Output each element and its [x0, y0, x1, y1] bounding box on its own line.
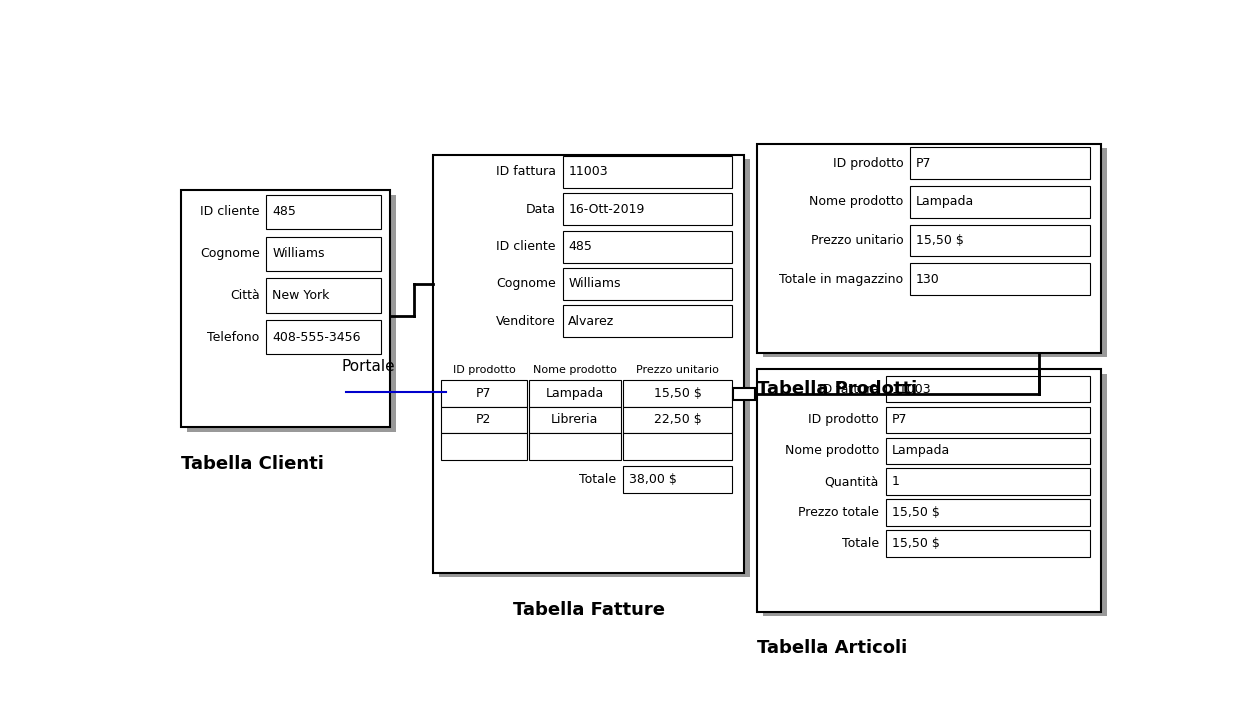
Bar [529, 380, 620, 407]
Text: Lampada: Lampada [892, 444, 950, 458]
Text: Tabella Articoli: Tabella Articoli [757, 639, 907, 657]
Text: Telefono: Telefono [207, 331, 259, 344]
Bar [529, 407, 620, 433]
Bar [886, 438, 1090, 464]
Bar [910, 263, 1090, 295]
Text: Venditore: Venditore [496, 315, 556, 328]
Bar [886, 407, 1090, 433]
Bar [267, 320, 381, 355]
Bar [623, 407, 733, 433]
Text: 15,50 $: 15,50 $ [892, 537, 940, 550]
Text: Lampada: Lampada [545, 387, 604, 400]
Bar [563, 231, 733, 262]
Text: Tabella Fatture: Tabella Fatture [512, 601, 665, 618]
Text: Nome prodotto: Nome prodotto [533, 365, 616, 375]
Text: ID cliente: ID cliente [200, 205, 259, 218]
Text: Williams: Williams [272, 247, 325, 260]
Bar [563, 268, 733, 300]
Text: Nome prodotto: Nome prodotto [784, 444, 880, 458]
Text: 11003: 11003 [569, 165, 608, 178]
Text: Tabella Prodotti: Tabella Prodotti [757, 380, 917, 398]
Bar [267, 237, 381, 271]
Text: ID prodotto: ID prodotto [833, 157, 903, 170]
Bar [910, 147, 1090, 179]
Text: P2: P2 [476, 413, 491, 426]
Text: ID prodotto: ID prodotto [452, 365, 515, 375]
Text: 1: 1 [892, 475, 900, 488]
Bar [563, 305, 733, 337]
Bar [440, 159, 751, 578]
Bar [529, 433, 620, 460]
Text: Prezzo unitario: Prezzo unitario [637, 365, 719, 375]
Text: P7: P7 [476, 387, 491, 400]
Text: 485: 485 [272, 205, 296, 218]
Bar [733, 388, 754, 400]
Text: Cognome: Cognome [496, 277, 556, 290]
Bar [434, 154, 744, 573]
Bar [757, 144, 1101, 352]
Text: Quantità: Quantità [824, 475, 880, 488]
Bar [563, 193, 733, 225]
Text: ID cliente: ID cliente [496, 240, 556, 253]
Bar [180, 190, 390, 427]
Text: 15,50 $: 15,50 $ [892, 506, 940, 519]
Text: Lampada: Lampada [916, 195, 975, 209]
Text: Prezzo unitario: Prezzo unitario [811, 234, 903, 247]
Text: 408-555-3456: 408-555-3456 [272, 331, 361, 344]
Bar [623, 380, 733, 407]
Text: Williams: Williams [569, 277, 620, 290]
Text: 15,50 $: 15,50 $ [654, 387, 702, 400]
Bar [441, 380, 526, 407]
Text: Nome prodotto: Nome prodotto [809, 195, 903, 209]
Bar [441, 433, 526, 460]
Text: 22,50 $: 22,50 $ [654, 413, 702, 426]
Bar [886, 376, 1090, 403]
Text: Prezzo totale: Prezzo totale [798, 506, 880, 519]
Text: Libreria: Libreria [551, 413, 599, 426]
Bar [886, 499, 1090, 526]
Text: ID fattura: ID fattura [819, 383, 880, 395]
Bar [187, 194, 396, 432]
Text: Cognome: Cognome [199, 247, 259, 260]
Text: 16-Ott-2019: 16-Ott-2019 [569, 202, 645, 216]
Text: ID prodotto: ID prodotto [808, 413, 880, 426]
Text: 130: 130 [916, 272, 940, 285]
Bar [910, 225, 1090, 257]
Bar [886, 530, 1090, 556]
Text: Portale: Portale [341, 360, 395, 374]
Text: P7: P7 [892, 413, 907, 426]
Bar [763, 374, 1108, 616]
Bar [763, 148, 1108, 358]
Bar [267, 194, 381, 229]
Bar [886, 468, 1090, 495]
Text: Data: Data [526, 202, 556, 216]
Bar [441, 407, 526, 433]
Text: 38,00 $: 38,00 $ [629, 473, 677, 486]
Bar [623, 466, 733, 493]
Text: New York: New York [272, 289, 330, 302]
Text: 485: 485 [569, 240, 593, 253]
Bar [757, 370, 1101, 611]
Text: Totale in magazzino: Totale in magazzino [779, 272, 903, 285]
Text: ID fattura: ID fattura [496, 165, 556, 178]
Text: Città: Città [229, 289, 259, 302]
Bar [267, 278, 381, 312]
Text: Alvarez: Alvarez [569, 315, 615, 328]
Text: Totale: Totale [579, 473, 616, 486]
Bar [910, 186, 1090, 218]
Bar [623, 433, 733, 460]
Text: 11003: 11003 [892, 383, 931, 395]
Text: Totale: Totale [842, 537, 880, 550]
Text: 15,50 $: 15,50 $ [916, 234, 964, 247]
Text: Tabella Clienti: Tabella Clienti [180, 455, 323, 473]
Text: P7: P7 [916, 157, 931, 170]
Bar [563, 156, 733, 187]
